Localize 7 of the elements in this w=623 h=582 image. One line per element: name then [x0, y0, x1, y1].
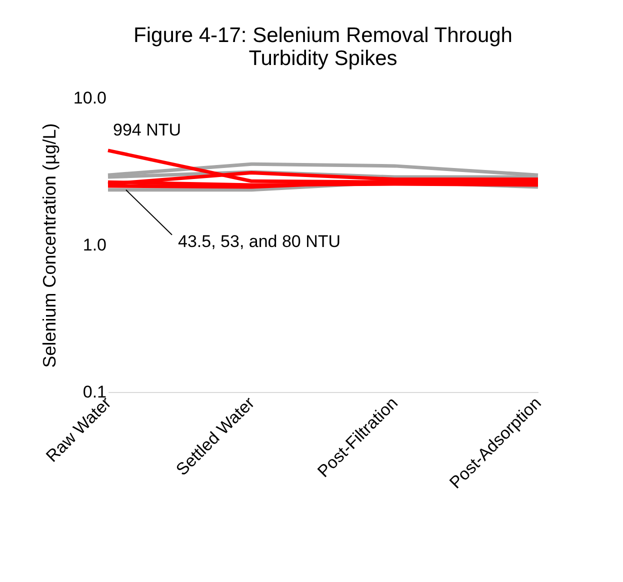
- annotation: 43.5, 53, and 80 NTU: [178, 232, 341, 251]
- y-tick-label: 10.0: [73, 88, 106, 108]
- text: Figure 4-17: Selenium Removal Through: [134, 24, 512, 47]
- text: Turbidity Spikes: [248, 47, 398, 70]
- annotation: 994 NTU: [113, 120, 182, 140]
- y-axis-title: Selenium Concentration (µg/L): [39, 123, 60, 368]
- y-tick-label: 1.0: [82, 236, 106, 254]
